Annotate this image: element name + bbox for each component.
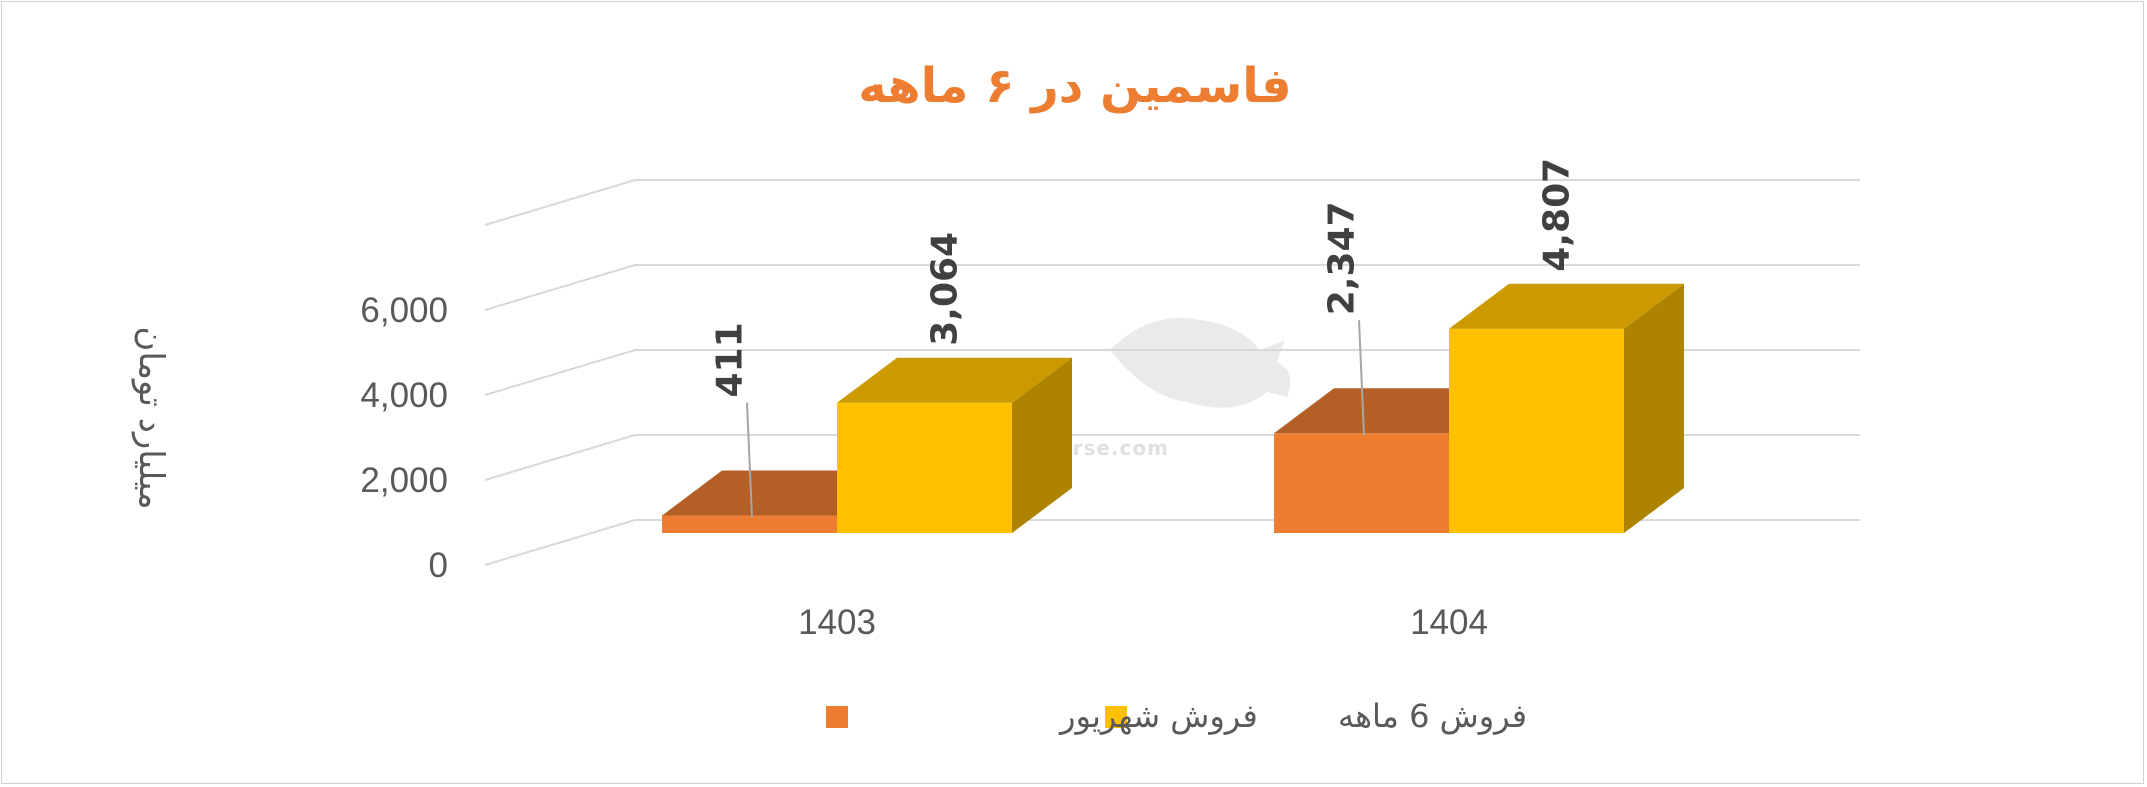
bars [662, 283, 1684, 533]
legend-label: فروش 6 ماهه [1338, 697, 1527, 735]
legend-item: فروش شهریور [826, 697, 1258, 735]
data-label: 4,807 [1537, 158, 1578, 272]
bar-front [1449, 328, 1624, 533]
data-label: 3,064 [925, 232, 966, 346]
leader-line [1358, 320, 1365, 436]
y-axis-label: میلیارد تومان [131, 326, 171, 509]
legend: فروش 6 ماهه فروش شهریور [826, 697, 1527, 735]
x-tick-label: 1404 [1410, 603, 1488, 642]
bull-logo-icon [1110, 318, 1291, 408]
gridline [484, 264, 1860, 311]
data-labels: 1403 411 3,064 1404 2,347 4,807 [710, 158, 1578, 642]
chart-title: فاسمین در ۶ ماهه [858, 58, 1291, 114]
bar-front [662, 515, 837, 533]
gridline [484, 179, 1860, 226]
bar-top [837, 357, 1072, 403]
x-tick-label: 1403 [798, 603, 876, 642]
bar-side [1624, 283, 1684, 533]
bar-front [1274, 433, 1449, 533]
legend-item: فروش 6 ماهه [1105, 697, 1527, 735]
bar-top [1449, 283, 1684, 329]
data-label: 411 [710, 322, 751, 397]
bar [837, 357, 1072, 533]
y-tick-label: 6,000 [360, 291, 448, 330]
bar-side [1012, 357, 1072, 533]
legend-swatch [826, 706, 848, 728]
bar-front [837, 402, 1012, 533]
bar [1449, 283, 1684, 533]
y-tick-label: 4,000 [360, 376, 448, 415]
leader-line [746, 402, 753, 518]
legend-swatch [1105, 706, 1127, 728]
y-tick-label: 0 [429, 546, 448, 585]
data-label: 2,347 [1322, 201, 1363, 315]
legend-label: فروش شهریور [1058, 697, 1258, 735]
y-tick-label: 2,000 [360, 461, 448, 500]
